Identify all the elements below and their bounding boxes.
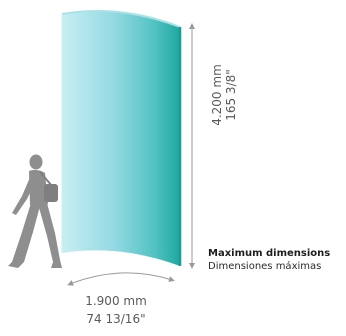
walking-person-with-bag-icon	[8, 154, 62, 268]
width-arrow	[67, 272, 175, 286]
caption-subtitle: Dimensiones máximas	[208, 261, 322, 272]
width-imperial-label: 74 13/16"	[86, 312, 146, 326]
glass-panel-top-edge	[61, 10, 181, 28]
dimensions-caption: Maximum dimensions Dimensiones máximas	[208, 247, 346, 273]
height-label-group: 4.200 mm 165 3/8"	[210, 64, 255, 135]
height-metric-label: 4.200 mm	[210, 64, 224, 126]
caption-title: Maximum dimensions	[208, 248, 331, 259]
curved-glass-panel	[61, 10, 182, 267]
glass-panel-body	[62, 10, 180, 267]
width-metric-label: 1.900 mm	[85, 294, 147, 308]
height-imperial-label: 165 3/8"	[224, 69, 238, 121]
